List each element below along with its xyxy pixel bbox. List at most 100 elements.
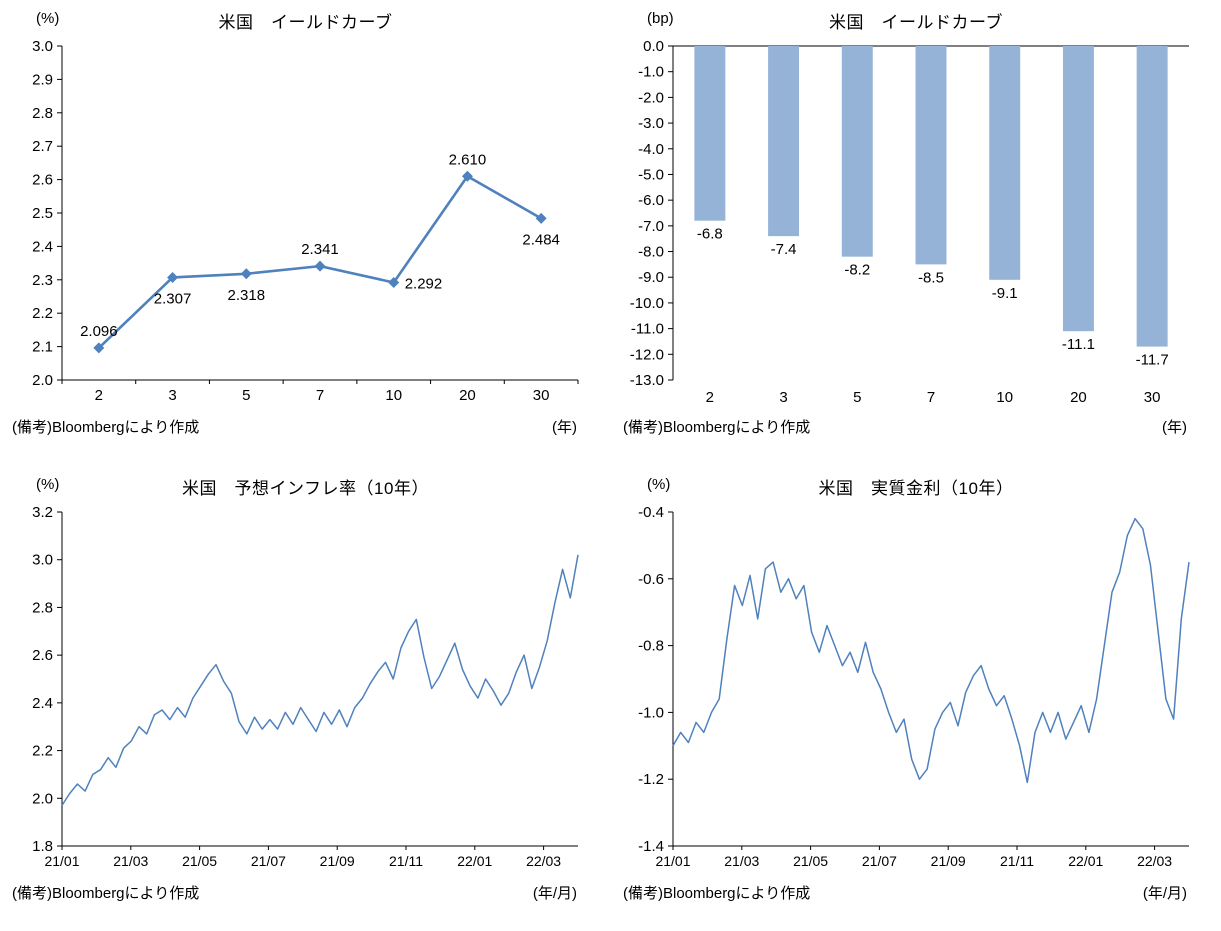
svg-text:20: 20: [459, 387, 476, 404]
panel-header: (%) 米国 実質金利（10年）: [617, 474, 1215, 502]
svg-text:5: 5: [853, 389, 861, 406]
x-axis-unit-label: (年/月): [532, 885, 577, 902]
svg-text:3: 3: [779, 389, 787, 406]
svg-text:2.0: 2.0: [32, 372, 53, 389]
svg-text:0.0: 0.0: [643, 38, 664, 55]
svg-text:5: 5: [242, 387, 250, 404]
svg-text:2.484: 2.484: [522, 231, 560, 248]
svg-text:22/03: 22/03: [526, 853, 561, 869]
svg-text:2.610: 2.610: [449, 151, 487, 168]
panel-footer: (備考)Bloombergにより作成 (年/月): [617, 880, 1215, 903]
svg-text:20: 20: [1070, 389, 1087, 406]
timeseries-chart-svg: 3.2 3.0 2.8 2.6 2.4 2.2 2.0 1.821/01 21/03 21/05 2…: [32, 504, 579, 869]
svg-text:22/01: 22/01: [1068, 853, 1103, 869]
svg-text:1.8: 1.8: [32, 838, 53, 855]
panel-footer: (備考)Bloombergにより作成 (年/月): [6, 880, 605, 903]
timeseries-chart-svg: -0.4 -0.6 -0.8 -1.0 -1.2 -1.421/01 21/03 21/05 2…: [638, 504, 1190, 869]
svg-text:2.9: 2.9: [32, 71, 53, 88]
svg-text:-0.6: -0.6: [638, 571, 664, 588]
svg-text:21/01: 21/01: [44, 853, 79, 869]
svg-text:-7.0: -7.0: [638, 218, 664, 235]
svg-text:21/11: 21/11: [389, 853, 423, 869]
us-real-rate-chart: -0.4 -0.6 -0.8 -1.0 -1.2 -1.4 21/01 21/03 21/05 2…: [617, 502, 1209, 880]
svg-text:2.7: 2.7: [32, 138, 53, 155]
svg-text:3: 3: [168, 387, 176, 404]
svg-text:2.2: 2.2: [32, 305, 53, 322]
source-note: (備考)Bloombergにより作成: [623, 419, 811, 436]
svg-text:2.292: 2.292: [405, 275, 443, 292]
svg-text:2.0: 2.0: [32, 790, 53, 807]
svg-text:2.5: 2.5: [32, 205, 53, 222]
svg-text:10: 10: [385, 387, 402, 404]
panel-footer: (備考)Bloombergにより作成 (年): [6, 414, 605, 437]
chart-title: 米国 イールドカーブ: [829, 13, 1003, 32]
svg-text:-1.2: -1.2: [638, 771, 664, 788]
svg-text:-0.4: -0.4: [638, 504, 664, 521]
svg-text:21/03: 21/03: [724, 853, 759, 869]
source-note: (備考)Bloombergにより作成: [623, 885, 811, 902]
svg-text:-5.0: -5.0: [638, 166, 664, 183]
chart-title: 米国 予想インフレ率（10年）: [182, 479, 429, 498]
svg-text:-1.0: -1.0: [638, 704, 664, 721]
x-axis-unit-label: (年): [1162, 419, 1187, 436]
svg-text:-3.0: -3.0: [638, 115, 664, 132]
chart-panel-breakeven-inflation: (%) 米国 予想インフレ率（10年） 3.2 3.0 2.8 2.6 2.4 2.2 2.…: [0, 466, 611, 931]
svg-text:-9.1: -9.1: [992, 285, 1018, 302]
source-note: (備考)Bloombergにより作成: [12, 419, 200, 436]
svg-text:-1.0: -1.0: [638, 64, 664, 81]
y-axis-unit-label: (%): [647, 476, 671, 493]
svg-text:2.1: 2.1: [32, 339, 53, 356]
chart-panel-yield-curve-line: (%) 米国 イールドカーブ 3.0 2.9 2.8 2.7 2.6 2.5 2.4 2.3 2…: [0, 0, 611, 466]
svg-text:21/05: 21/05: [182, 853, 217, 869]
svg-text:2.6: 2.6: [32, 172, 53, 189]
svg-text:2.4: 2.4: [32, 695, 53, 712]
svg-text:-8.0: -8.0: [638, 244, 664, 261]
svg-text:2.096: 2.096: [80, 323, 118, 340]
svg-text:21/09: 21/09: [320, 853, 355, 869]
svg-text:3.0: 3.0: [32, 552, 53, 569]
svg-text:21/05: 21/05: [793, 853, 828, 869]
svg-text:-2.0: -2.0: [638, 89, 664, 106]
svg-text:-9.0: -9.0: [638, 269, 664, 286]
svg-text:21/03: 21/03: [113, 853, 148, 869]
svg-text:22/01: 22/01: [457, 853, 492, 869]
panel-footer: (備考)Bloombergにより作成 (年): [617, 414, 1215, 437]
svg-text:2.4: 2.4: [32, 238, 53, 255]
source-note: (備考)Bloombergにより作成: [12, 885, 200, 902]
svg-text:21/07: 21/07: [862, 853, 897, 869]
svg-text:21/07: 21/07: [251, 853, 286, 869]
svg-text:-1.4: -1.4: [638, 838, 664, 855]
svg-text:3.2: 3.2: [32, 504, 53, 521]
chart-panel-real-rate: (%) 米国 実質金利（10年） -0.4 -0.6 -0.8 -1.0 -1.2 -1.…: [611, 466, 1221, 931]
svg-text:7: 7: [316, 387, 324, 404]
svg-text:21/01: 21/01: [655, 853, 690, 869]
line-chart-svg: 3.0 2.9 2.8 2.7 2.6 2.5 2.4 2.3 2.2 2.1 2.0 2.096 2 2…: [32, 38, 579, 404]
svg-text:2.8: 2.8: [32, 599, 53, 616]
svg-text:-11.0: -11.0: [631, 321, 664, 338]
svg-text:-7.4: -7.4: [771, 241, 797, 258]
y-axis-unit-label: (%): [36, 476, 60, 493]
us-yield-curve-bar-chart: 0.0 -1.0 -2.0 -3.0 -4.0 -5.0 -6.0 -7.0 -8.0 -9.0 -…: [617, 36, 1209, 414]
svg-text:2.341: 2.341: [301, 241, 339, 258]
svg-text:22/03: 22/03: [1137, 853, 1172, 869]
svg-text:2.307: 2.307: [154, 290, 192, 307]
svg-text:-8.2: -8.2: [844, 262, 870, 279]
svg-text:21/09: 21/09: [931, 853, 966, 869]
y-axis-unit-label: (bp): [647, 10, 674, 27]
chart-title: 米国 実質金利（10年）: [818, 479, 1014, 498]
svg-text:-10.0: -10.0: [630, 295, 664, 312]
svg-text:-6.8: -6.8: [697, 226, 723, 243]
svg-text:-0.8: -0.8: [638, 638, 664, 655]
panel-header: (bp) 米国 イールドカーブ: [617, 8, 1215, 36]
svg-text:21/11: 21/11: [1000, 853, 1034, 869]
us-yield-curve-line-chart: 3.0 2.9 2.8 2.7 2.6 2.5 2.4 2.3 2.2 2.1 2.0 2.096 2 2…: [6, 36, 598, 414]
svg-text:-11.7: -11.7: [1136, 352, 1169, 369]
svg-text:30: 30: [1144, 389, 1161, 406]
svg-text:2.2: 2.2: [32, 743, 53, 760]
svg-text:2.8: 2.8: [32, 105, 53, 122]
chart-title: 米国 イールドカーブ: [218, 13, 393, 32]
svg-text:2: 2: [95, 387, 103, 404]
svg-text:2: 2: [706, 389, 714, 406]
x-axis-unit-label: (年/月): [1142, 885, 1187, 902]
us-breakeven-inflation-chart: 3.2 3.0 2.8 2.6 2.4 2.2 2.0 1.8 21/01 21/03 21/05 2…: [6, 502, 598, 880]
